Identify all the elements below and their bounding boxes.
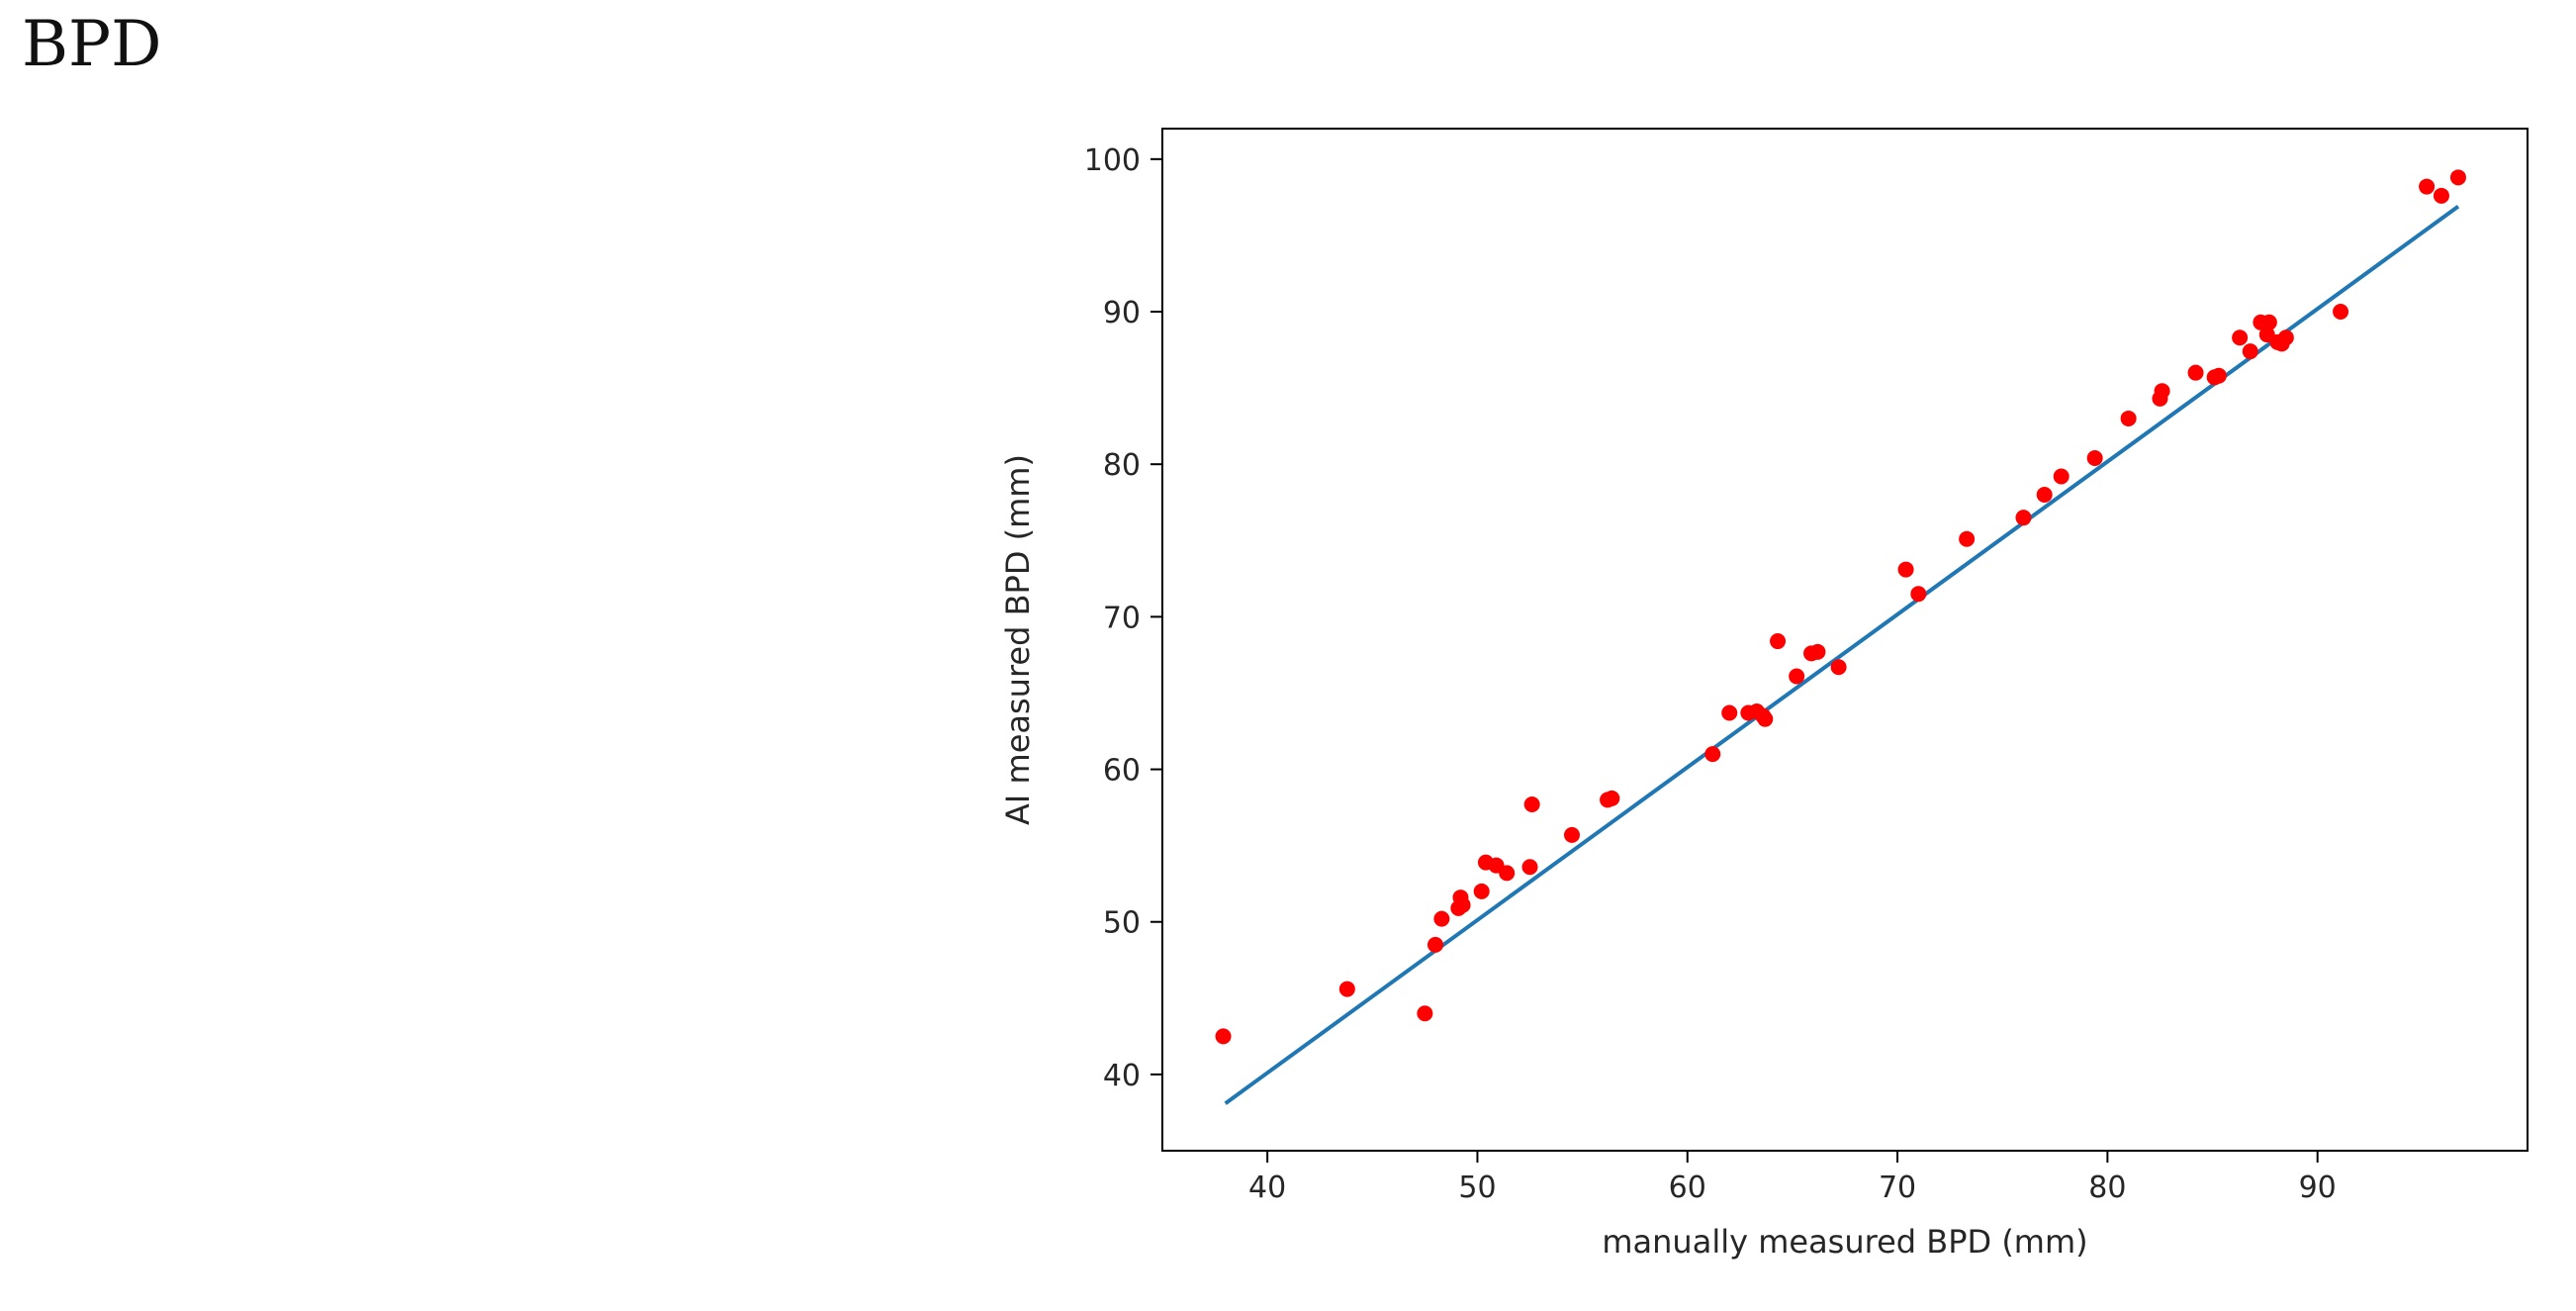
data-point (1809, 643, 1826, 660)
x-axis-label: manually measured BPD (mm) (1602, 1223, 2087, 1261)
data-point (2277, 329, 2294, 346)
data-point (1338, 981, 1355, 997)
data-point (1450, 899, 1467, 916)
data-point (1910, 586, 1927, 603)
data-point (1757, 710, 1774, 727)
data-point (2154, 383, 2170, 400)
data-point (1564, 826, 1580, 843)
data-point (1704, 746, 1721, 763)
data-point (2053, 468, 2070, 485)
x-tick-label: 80 (2088, 1171, 2126, 1205)
x-axis-ticks: 40 50 60 70 80 90 (1248, 1151, 2337, 1205)
data-point (1897, 561, 1914, 578)
x-tick-label: 50 (1458, 1171, 1496, 1205)
y-axis-ticks: 40 50 60 70 80 90 100 (1084, 143, 1162, 1093)
data-point (1523, 796, 1540, 813)
y-tick-label: 60 (1103, 754, 1141, 789)
y-axis-label: AI measured BPD (mm) (999, 454, 1037, 825)
data-point (1959, 530, 1976, 547)
data-point (2433, 187, 2449, 204)
data-point (1427, 936, 1443, 953)
data-point (1499, 865, 1516, 882)
data-point (2333, 304, 2349, 321)
page-heading: BPD (22, 8, 162, 81)
data-point (1215, 1028, 1232, 1045)
data-point (2187, 364, 2204, 381)
data-point (2449, 169, 2466, 186)
data-point (2120, 410, 2137, 426)
data-point (2232, 329, 2249, 346)
points-layer (1215, 169, 2466, 1045)
y-tick-label: 90 (1103, 296, 1141, 330)
y-tick-label: 50 (1103, 906, 1141, 941)
data-point (1604, 790, 1620, 806)
x-tick-label: 60 (1669, 1171, 1706, 1205)
data-point (1433, 910, 1450, 927)
x-tick-label: 70 (1879, 1171, 1916, 1205)
data-point (2015, 510, 2032, 526)
data-point (1770, 633, 1787, 650)
data-point (1721, 704, 1738, 721)
y-tick-label: 80 (1103, 448, 1141, 483)
data-point (2419, 178, 2436, 195)
data-point (1417, 1005, 1433, 1022)
y-tick-label: 100 (1084, 143, 1141, 178)
y-tick-label: 70 (1103, 601, 1141, 635)
data-point (2242, 343, 2258, 360)
x-tick-label: 90 (2299, 1171, 2337, 1205)
data-point (2210, 367, 2227, 384)
data-point (1830, 659, 1847, 676)
plot-frame (1161, 128, 2529, 1152)
x-tick-label: 40 (1248, 1171, 1286, 1205)
data-point (2260, 314, 2277, 330)
y-tick-label: 40 (1103, 1059, 1141, 1093)
data-point (2036, 487, 2053, 504)
data-point (2086, 450, 2103, 467)
data-point (1473, 883, 1490, 899)
data-point (1789, 668, 1805, 685)
data-point (1521, 859, 1538, 876)
